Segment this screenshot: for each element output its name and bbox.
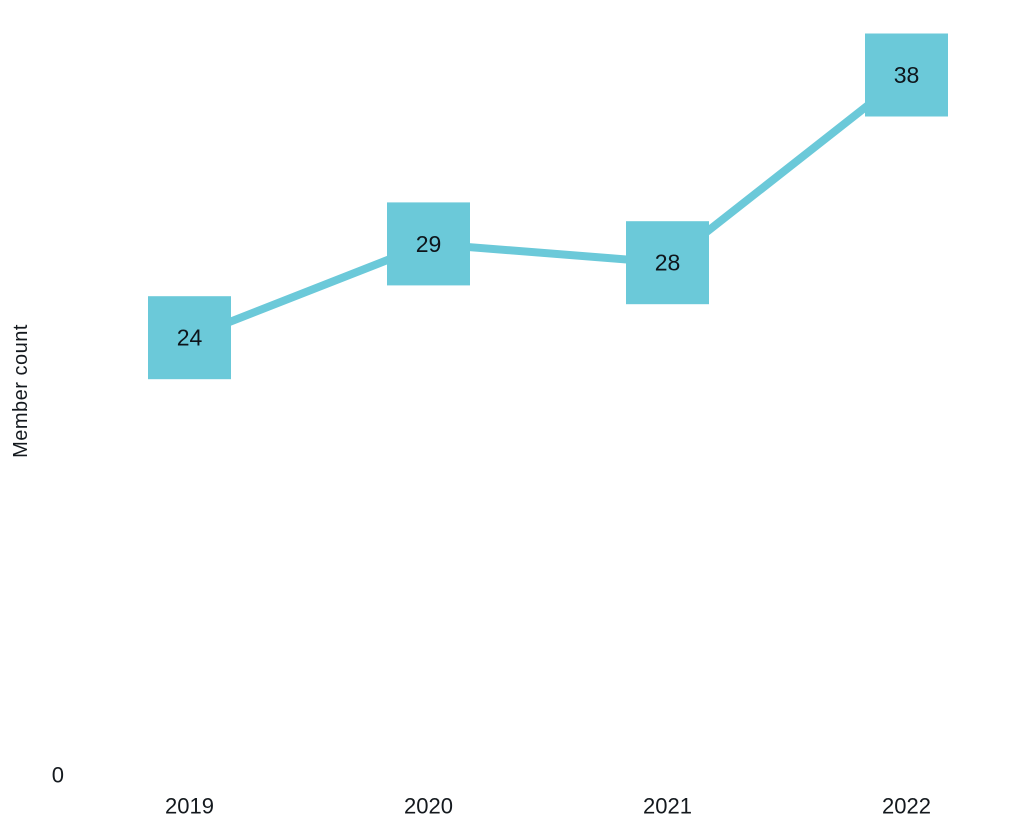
x-tick-2022: 2022 [882, 794, 931, 819]
marker-square-2019[interactable] [148, 296, 231, 380]
x-tick-2019: 2019 [165, 794, 214, 819]
y-axis-tick-zero: 0 [52, 763, 64, 788]
x-tick-2020: 2020 [404, 794, 453, 819]
marker-square-2021[interactable] [626, 221, 709, 305]
series-line [188, 71, 909, 342]
data-label-2020: 29 [416, 231, 442, 257]
marker-square-2020[interactable] [387, 202, 470, 286]
y-axis-title: Member count [10, 324, 32, 458]
marker-square-2022[interactable] [865, 33, 948, 117]
marker-layer: 24 29 28 38 [148, 33, 948, 380]
x-axis-tick-labels: 2019 2020 2021 2022 [165, 794, 931, 819]
data-label-2021: 28 [655, 250, 681, 276]
series-line-layer [188, 71, 909, 342]
data-label-2019: 24 [177, 325, 203, 351]
x-tick-2021: 2021 [643, 794, 692, 819]
data-label-2022: 38 [894, 62, 920, 88]
